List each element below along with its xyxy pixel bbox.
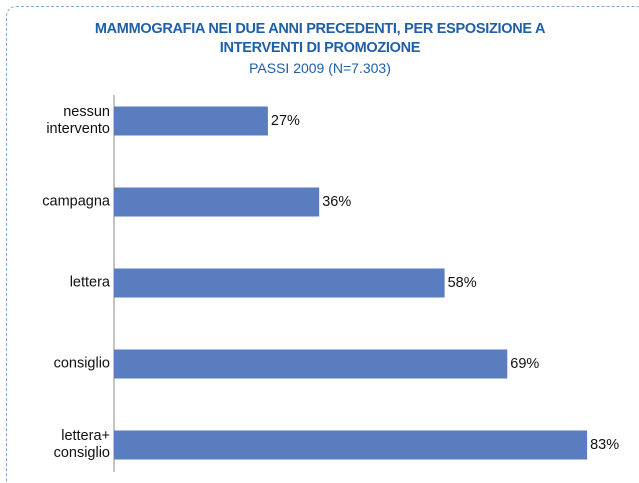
- category-label: lettera+ consiglio: [53, 428, 110, 461]
- bar: [114, 268, 445, 298]
- value-label: 58%: [448, 275, 477, 291]
- bar: [114, 349, 508, 379]
- bar: [114, 106, 268, 136]
- value-label: 69%: [510, 356, 539, 372]
- frame: [6, 6, 639, 483]
- value-label: 36%: [322, 194, 351, 210]
- category-label: campagna: [42, 193, 110, 210]
- bar: [114, 187, 320, 217]
- chart-title: MAMMOGRAFIA NEI DUE ANNI PRECEDENTI, PER…: [94, 21, 546, 56]
- category-label: nessun intervento: [46, 104, 110, 137]
- category-label: consiglio: [53, 355, 110, 372]
- category-label: lettera: [69, 274, 110, 291]
- value-label: 27%: [271, 113, 300, 129]
- chart-subtitle: PASSI 2009 (N=7.303): [249, 60, 391, 76]
- bar: [114, 430, 588, 460]
- value-label: 83%: [590, 437, 619, 453]
